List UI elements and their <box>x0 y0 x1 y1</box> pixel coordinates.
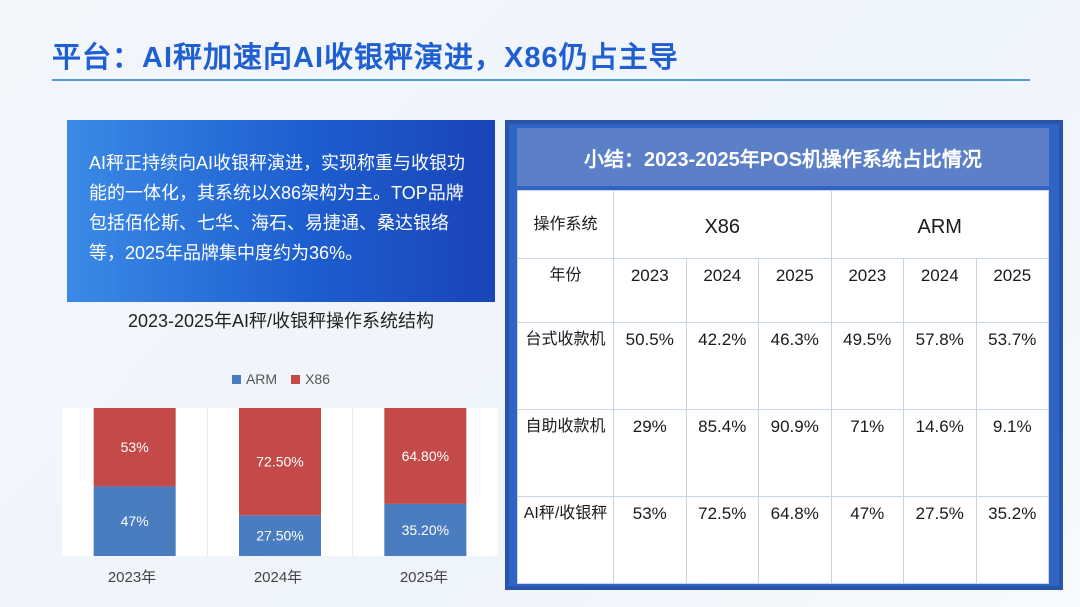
legend-swatch-arm <box>231 374 241 384</box>
bar-x86-2023年 <box>93 408 176 487</box>
bar-arm-2023年 <box>93 486 176 556</box>
table-cell: 29% <box>613 409 687 497</box>
year-header: 2025 <box>758 258 832 323</box>
legend-item-x86: X86 <box>291 371 330 387</box>
bar-arm-2024年 <box>239 515 321 556</box>
data-label-arm-2025年: 35.20% <box>402 522 449 538</box>
year-row-label: 年份 <box>517 258 614 323</box>
table-cell: 47% <box>830 496 904 584</box>
os-share-table-container: 操作系统 X86 ARM 年份 2023 2024 2025 2023 2024… <box>517 190 1049 584</box>
corner-header: 操作系统 <box>517 190 614 259</box>
table-row: AI秤/收银秤 53% 72.5% 64.8% 47% 27.5% 35.2% <box>517 496 1049 584</box>
year-header: 2024 <box>903 258 977 323</box>
data-label-arm-2023年: 47% <box>121 513 149 529</box>
table-cell: 53.7% <box>975 322 1049 410</box>
os-share-table: 操作系统 X86 ARM 年份 2023 2024 2025 2023 2024… <box>517 190 1049 584</box>
table-cell: 53% <box>613 496 687 584</box>
table-group-header-row: 操作系统 X86 ARM <box>517 190 1049 259</box>
row-label: AI秤/收银秤 <box>517 496 614 584</box>
legend-label-x86: X86 <box>305 371 331 387</box>
year-header: 2023 <box>613 258 687 323</box>
x-tick-label-2025: 2025年 <box>399 569 449 586</box>
table-year-row: 年份 2023 2024 2025 2023 2024 2025 <box>517 258 1049 323</box>
year-header: 2025 <box>975 258 1049 323</box>
table-cell: 27.5% <box>903 496 977 584</box>
table-title: 小结：2023-2025年POS机操作系统占比情况 <box>517 128 1049 186</box>
x-tick-label-2024: 2024年 <box>253 569 303 586</box>
chart-legend: ARM X86 <box>66 371 496 387</box>
page-title: 平台：AI秤加速向AI收银秤演进，X86仍占主导 <box>52 42 679 74</box>
table-row: 自助收款机 29% 85.4% 90.9% 71% 14.6% 9.1% <box>517 409 1049 497</box>
table-cell: 42.2% <box>685 322 759 410</box>
group-header-x86: X86 <box>613 190 832 259</box>
x-tick-label-2023: 2023年 <box>107 569 157 586</box>
table-cell: 64.8% <box>758 496 832 584</box>
table-cell: 50.5% <box>613 322 687 410</box>
table-cell: 14.6% <box>903 409 977 497</box>
table-cell: 90.9% <box>758 409 832 497</box>
stacked-bar-svg: 47% 53% 27.50% 72.50% 35.20% 64.80% <box>93 408 467 556</box>
table-row: 台式收款机 50.5% 42.2% 46.3% 49.5% 57.8% 53.7… <box>517 322 1049 410</box>
table-cell: 35.2% <box>975 496 1049 584</box>
table-cell: 57.8% <box>903 322 977 410</box>
group-header-arm: ARM <box>830 190 1049 259</box>
data-label-x86-2025年: 64.80% <box>402 448 449 464</box>
data-label-x86-2024年: 72.50% <box>256 454 303 470</box>
legend-label-arm: ARM <box>245 371 278 387</box>
row-label: 自助收款机 <box>517 409 614 497</box>
year-header: 2023 <box>830 258 904 323</box>
table-cell: 49.5% <box>830 322 904 410</box>
data-label-arm-2024年: 27.50% <box>256 528 303 544</box>
summary-box: AI秤正持续向AI收银秤演进，实现称重与收银功能的一体化，其系统以X86架构为主… <box>67 120 495 302</box>
bar-x86-2025年 <box>384 408 467 504</box>
data-label-x86-2023年: 53% <box>121 439 149 455</box>
table-cell: 9.1% <box>975 409 1049 497</box>
legend-swatch-x86 <box>291 374 301 384</box>
bar-arm-2025年 <box>384 503 467 556</box>
table-cell: 72.5% <box>685 496 759 584</box>
table-cell: 71% <box>830 409 904 497</box>
table-cell: 85.4% <box>685 409 759 497</box>
summary-text: AI秤正持续向AI收银秤演进，实现称重与收银功能的一体化，其系统以X86架构为主… <box>89 153 466 263</box>
year-header: 2024 <box>685 258 759 323</box>
table-cell: 46.3% <box>758 322 832 410</box>
bar-x86-2024年 <box>239 408 321 516</box>
stacked-bar-chart: 47% 53% 27.50% 72.50% 35.20% 64.80% <box>62 408 498 556</box>
legend-item-arm: ARM <box>231 371 278 387</box>
chart-title: 2023-2025年AI秤/收银秤操作系统结构 <box>127 311 435 331</box>
row-label: 台式收款机 <box>517 322 614 410</box>
title-divider <box>52 79 1030 81</box>
